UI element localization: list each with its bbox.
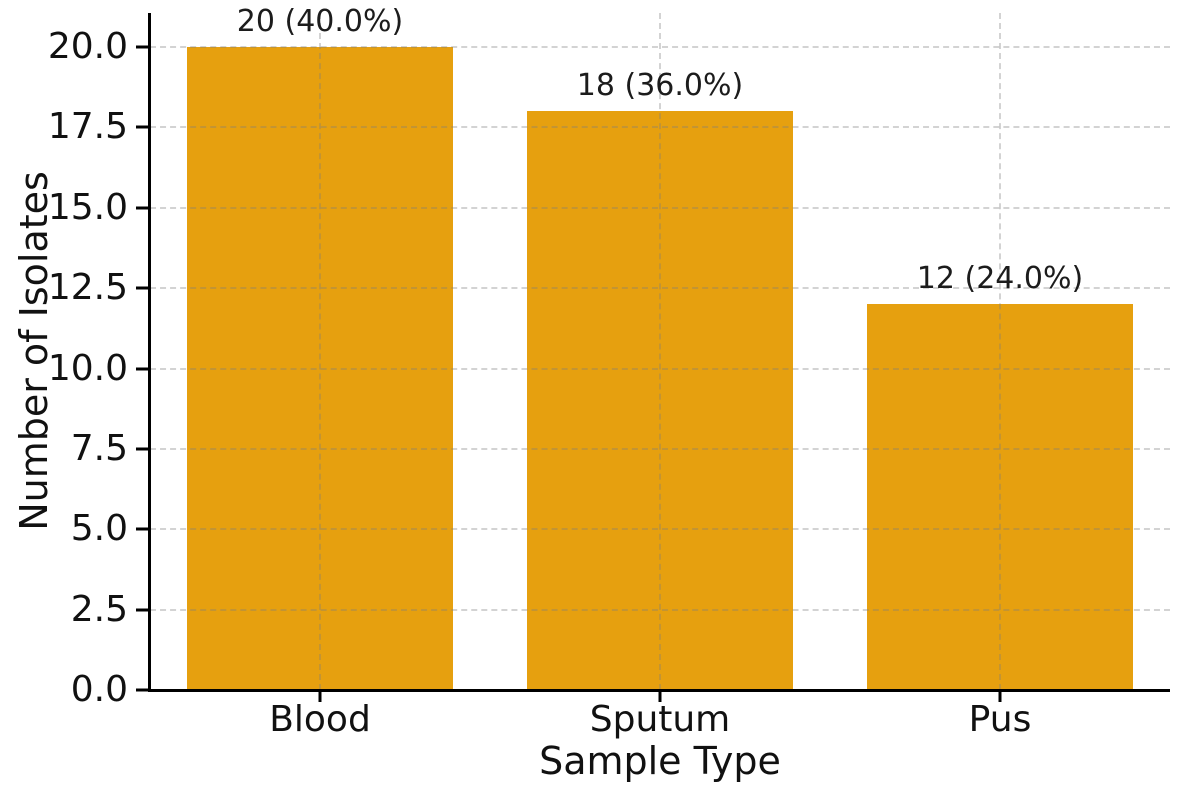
gridline-vertical <box>659 13 661 690</box>
y-tick-mark <box>136 286 150 290</box>
x-tick-label-pus: Pus <box>968 699 1032 740</box>
y-tick-mark <box>136 447 150 451</box>
x-tick-label-sputum: Sputum <box>589 699 731 740</box>
plot-area: 20 (40.0%) 18 (36.0%) 12 (24.0%) 0.0 2.5 5.0 7… <box>48 4 1170 738</box>
y-tick-mark <box>136 206 150 210</box>
bar-value-label: 12 (24.0%) <box>916 260 1084 296</box>
bar-sputum <box>527 111 793 690</box>
gridline-vertical <box>999 13 1001 690</box>
x-tick-mark <box>658 690 662 702</box>
x-axis-title: Sample Type <box>539 739 781 783</box>
y-tick-label: 20.0 <box>47 26 128 68</box>
y-tick-label: 15.0 <box>47 186 128 228</box>
y-tick-label: 5.0 <box>70 508 128 550</box>
y-tick-label: 17.5 <box>47 106 128 148</box>
y-tick-label: 0.0 <box>70 669 128 710</box>
y-tick-label: 2.5 <box>70 588 128 630</box>
x-tick-mark <box>318 690 322 702</box>
y-tick-mark <box>136 608 150 612</box>
gridline-horizontal <box>150 447 1170 450</box>
bar-pus <box>867 304 1133 690</box>
gridline-horizontal <box>150 528 1170 531</box>
y-tick-label: 12.5 <box>47 267 128 309</box>
y-tick-mark <box>136 367 150 371</box>
gridline-vertical <box>319 13 321 690</box>
x-tick-mark <box>998 690 1002 702</box>
bar-value-label: 18 (36.0%) <box>576 67 744 103</box>
gridline-horizontal <box>150 126 1170 129</box>
y-tick-label: 10.0 <box>47 347 128 389</box>
bar-value-label: 20 (40.0%) <box>236 3 404 39</box>
gridline-horizontal <box>150 367 1170 370</box>
y-tick-label: 7.5 <box>70 427 128 469</box>
gridline-horizontal <box>150 287 1170 290</box>
y-axis-spine <box>148 13 151 692</box>
y-tick-mark <box>136 45 150 49</box>
y-tick-mark <box>136 527 150 531</box>
y-tick-mark <box>136 125 150 129</box>
gridline-horizontal <box>150 46 1170 49</box>
bar-blood <box>187 47 453 690</box>
y-tick-mark <box>136 688 150 692</box>
gridline-horizontal <box>150 206 1170 209</box>
gridline-horizontal <box>150 608 1170 611</box>
x-tick-label-blood: Blood <box>269 699 371 740</box>
